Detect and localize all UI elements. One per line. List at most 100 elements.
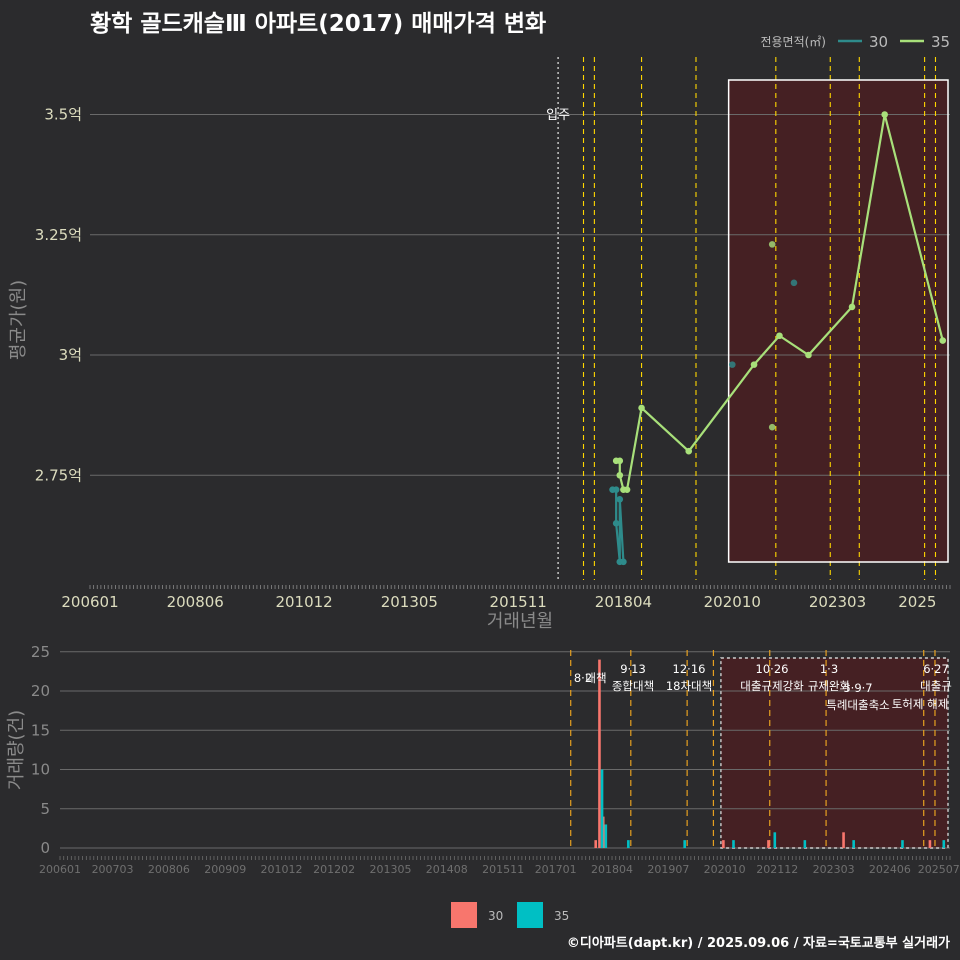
- vol-bar-35: [732, 840, 735, 848]
- policy-date-label: 1·3: [820, 662, 838, 676]
- vol-bar-30: [842, 832, 845, 848]
- policy-name-label: 종합대책: [612, 679, 654, 693]
- price-point-35: [616, 471, 624, 479]
- price-point-35: [750, 361, 758, 368]
- x-tick-label: 201305: [381, 593, 438, 611]
- vol-bar-30: [928, 840, 932, 848]
- y-axis-title: 평균가(원): [8, 280, 29, 360]
- vol-y-tick-label: 0: [40, 839, 50, 857]
- vol-x-tick-label: 200909: [204, 863, 246, 876]
- move-in-label: 입주: [546, 108, 570, 123]
- policy-name-label: 대출규: [920, 679, 952, 693]
- x-tick-label: 201804: [595, 593, 652, 611]
- vol-x-tick-label: 201701: [535, 863, 577, 876]
- page-title: 황학 골드캐슬Ⅲ 아파트(2017) 매매가격 변화: [90, 11, 547, 37]
- y-tick-label: 3.5억: [44, 106, 82, 124]
- vol-x-tick-label: 201511: [482, 863, 524, 876]
- price-scatter-35: [768, 241, 776, 248]
- price-point-35: [638, 404, 645, 412]
- vol-bar-30: [767, 840, 770, 848]
- vol-x-tick-label: 200806: [148, 863, 190, 876]
- vol-bar-35: [942, 840, 946, 848]
- price-scatter-30: [728, 361, 736, 368]
- price-point-30: [616, 496, 624, 503]
- policy-date-label: 12·16: [673, 662, 706, 676]
- legend-label-30: 30: [869, 33, 888, 51]
- vol-x-tick-label: 201012: [261, 863, 303, 876]
- y-tick-label: 2.75억: [35, 466, 82, 484]
- policy-name-label: 규제완화: [808, 679, 851, 693]
- vol-highlight-region: [720, 658, 948, 848]
- x-tick-label: 201012: [275, 593, 332, 611]
- price-point-35: [623, 486, 631, 493]
- vol-x-tick-label: 202507: [918, 863, 960, 876]
- x-axis-title: 거래년월: [487, 611, 553, 632]
- vol-x-tick-label: 202406: [869, 863, 911, 876]
- policy-name-label: 대책: [585, 671, 606, 685]
- price-point-35: [848, 303, 856, 311]
- highlight-outline: [727, 79, 949, 563]
- x-tick-label: 200601: [61, 593, 118, 611]
- vol-x-tick-label: 202010: [704, 863, 746, 876]
- policy-date-label: 8·2: [574, 671, 592, 685]
- policy-date-label: 9·13: [620, 662, 646, 676]
- policy-date-label: 10·26: [756, 662, 789, 676]
- vol-legend-label-30: 30: [488, 909, 503, 923]
- vol-x-tick-label: 202112: [756, 863, 798, 876]
- vol-y-tick-label: 25: [31, 643, 50, 661]
- vol-bar-35: [604, 824, 608, 848]
- price-point-35: [685, 447, 693, 455]
- vol-x-tick-label: 201804: [591, 863, 633, 876]
- x-tick-label: 202303: [809, 593, 866, 611]
- vol-x-tick-label: 201305: [369, 863, 411, 876]
- vol-y-tick-label: 20: [31, 682, 50, 700]
- vol-legend-label-35: 35: [554, 909, 569, 923]
- vol-x-tick-label: 201408: [426, 863, 468, 876]
- vol-x-tick-label: 201202: [313, 863, 355, 876]
- footer-credit: ©디아파트(dapt.kr) / 2025.09.06 / 자료=국토교통부 실…: [566, 936, 950, 951]
- vol-highlight-outline: [720, 657, 949, 849]
- vol-bar-30: [598, 659, 601, 848]
- vol-bar-35: [852, 840, 855, 848]
- vol-y-tick-label: 5: [40, 800, 50, 818]
- policy-name-label: 토허제 해제: [892, 697, 949, 711]
- vol-y-axis-title: 거래량(건): [6, 710, 27, 790]
- price-scatter-30: [790, 279, 798, 287]
- policy-name-label: 18차대책: [666, 679, 712, 693]
- price-point-35: [939, 337, 947, 344]
- policy-date-label: 5·9·7: [843, 681, 872, 695]
- vol-bar-35: [600, 769, 604, 848]
- price-scatter-35: [768, 423, 776, 431]
- price-point-30: [620, 558, 627, 566]
- vol-x-tick-label: 201907: [647, 863, 689, 876]
- policy-date-label: 6·27: [923, 662, 949, 676]
- vol-x-tick-label: 200703: [92, 863, 134, 876]
- vol-bar-30: [594, 840, 598, 848]
- vol-bar-35: [627, 840, 630, 848]
- vol-y-tick-label: 10: [31, 761, 50, 779]
- vol-y-tick-label: 15: [31, 721, 50, 739]
- vol-bar-35: [901, 840, 904, 848]
- x-tick-label: 200806: [167, 593, 224, 611]
- policy-name-label: 특례대출축소: [826, 698, 889, 712]
- vol-x-tick-label: 200601: [39, 863, 81, 876]
- price-point-35: [776, 332, 783, 340]
- legend-label-35: 35: [931, 33, 950, 51]
- x-tick-label: 2025: [898, 593, 936, 611]
- vol-bar-35: [803, 840, 807, 848]
- policy-name-label: 대출규제강화: [740, 679, 804, 693]
- vol-x-tick-label: 202303: [813, 863, 855, 876]
- price-point-35: [616, 457, 624, 465]
- price-point-30: [612, 486, 620, 493]
- vol-legend-key-30: [451, 902, 477, 928]
- x-tick-label: 201511: [490, 593, 547, 611]
- vol-bar-35: [773, 832, 777, 848]
- price-point-35: [881, 111, 888, 118]
- vol-bar-30: [722, 840, 725, 848]
- x-tick-label: 202010: [704, 593, 761, 611]
- price-point-35: [805, 351, 812, 359]
- vol-bar-35: [683, 840, 686, 848]
- y-tick-label: 3.25억: [35, 226, 82, 244]
- price-point-30: [612, 520, 620, 527]
